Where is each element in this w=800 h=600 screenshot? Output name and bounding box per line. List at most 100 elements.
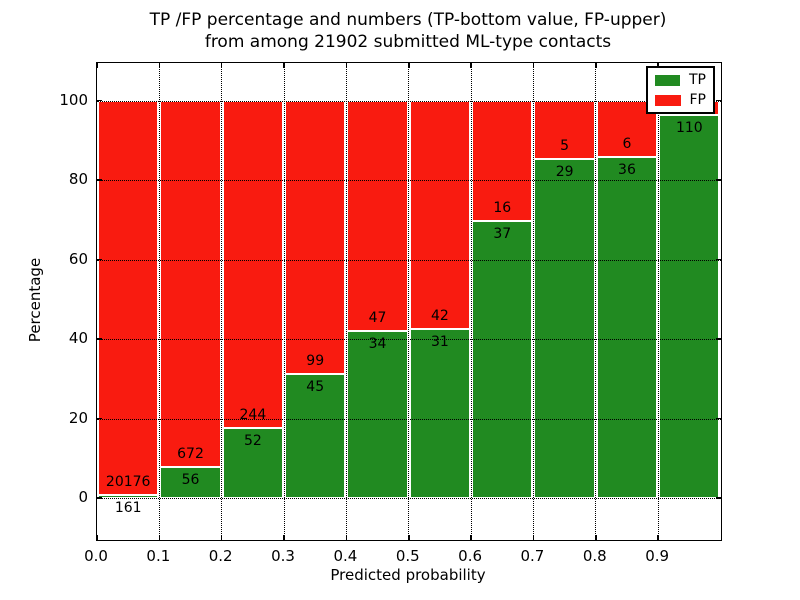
x-tick-mark [408,63,410,68]
x-tick-mark [595,535,597,540]
bar-segment-fp [408,100,472,330]
legend-label-tp: TP [689,72,706,88]
bar-segment-fp [471,100,534,221]
x-tick-mark [595,63,597,68]
y-tick-mark [97,338,102,340]
y-tick-mark [97,417,102,420]
x-tick-mark [408,535,410,540]
x-tick-label: 0.1 [146,547,171,565]
x-tick-mark [158,63,161,68]
x-tick-mark [96,63,98,68]
bar-segment-tp [97,494,160,498]
bar-label-tp: 36 [618,162,636,179]
bar-label-fp: 99 [306,352,325,369]
bar-segment-tp [284,373,347,498]
x-tick-mark [345,535,348,540]
y-tick-mark [715,258,721,261]
x-tick-label: 0.6 [458,547,483,565]
legend-item-fp: FP [655,92,707,108]
bar-segment-tp [221,428,285,498]
bar-label-tp: 37 [493,225,512,242]
x-tick-label: 0.7 [520,547,545,565]
y-tick-label: 20 [68,408,88,427]
x-tick-label: 0.5 [395,547,420,565]
chart-title-line2: from among 21902 submitted ML-type conta… [204,32,612,52]
x-tick-label: 0.8 [582,547,607,565]
gridline-x [345,63,347,540]
bar-segment-fp [97,100,160,495]
legend: TP FP [646,66,715,114]
bar-label-fp: 672 [177,446,204,463]
gridline-y [97,180,721,182]
bar-segment-tp [533,159,596,498]
bar-label-tp: 29 [555,164,574,181]
y-tick-mark [715,338,721,340]
x-tick-label: 0.4 [333,547,358,565]
x-tick-label: 0.9 [645,547,670,565]
x-tick-mark [283,535,285,540]
y-tick-mark [715,497,721,499]
bar-segment-tp [595,157,659,498]
y-tick-mark [97,99,102,102]
bar-label-fp: 47 [368,310,387,327]
bar-label-fp: 5 [560,138,570,155]
y-tick-label: 0 [78,488,88,506]
x-tick-mark [657,535,659,540]
bar-label-fp: 16 [493,199,512,216]
x-tick-mark [470,535,472,540]
x-tick-label: 0.2 [208,547,233,565]
gridline-x [595,63,597,540]
bar-label-tp: 110 [675,119,703,136]
bar-label-fp: 6 [622,136,632,153]
bar-label-fp: 20176 [105,473,151,490]
bar-segment-tp [346,331,409,498]
y-tick-label: 40 [68,329,88,348]
gridline-x [221,63,223,540]
bar-label-tp: 45 [306,378,325,395]
x-tick-mark [96,535,98,540]
bar-segment-tp [159,467,222,498]
y-tick-label: 60 [68,249,88,268]
y-tick-label: 80 [68,170,88,189]
y-tick-mark [97,179,102,181]
chart-title-line1: TP /FP percentage and numbers (TP-bottom… [149,10,667,30]
y-tick-label: 100 [59,90,88,109]
x-tick-mark [657,63,659,68]
gridline-x [657,63,659,540]
legend-swatch-fp-icon [655,94,681,106]
gridline-y [97,100,721,102]
gridline-y [97,339,721,341]
y-tick-mark [97,497,102,499]
gridline-x [158,63,160,540]
legend-swatch-tp-icon [655,74,680,86]
bar-segment-fp [221,100,285,429]
x-tick-mark [283,63,285,68]
bar-segment-tp [471,220,534,498]
legend-item-tp: TP [655,72,706,88]
y-tick-mark [715,417,721,420]
gridline-x [408,63,410,540]
gridline-y [97,259,721,261]
gridline-y [97,418,721,420]
bar-label-tp: 34 [368,336,387,353]
x-tick-mark [532,535,535,540]
bar-label-fp: 244 [239,407,267,424]
x-tick-mark [470,63,472,68]
y-tick-mark [715,99,721,102]
y-tick-mark [715,179,721,181]
gridline-x [470,63,472,540]
bar-segment-fp [159,100,222,468]
bar-label-fp: 42 [431,308,449,325]
x-axis-label: Predicted probability [330,566,486,584]
gridline-x [532,63,534,540]
bar-label-tp: 31 [431,334,449,351]
bar-segment-fp [533,100,596,160]
bar-segment-fp [284,100,347,374]
plot-area: 20176 161 672 56 244 52 99 45 47 34 42 31 16 37 5 29 6 36… [96,62,722,541]
x-tick-mark [220,535,223,540]
legend-label-fp: FP [689,92,707,108]
bar-label-tp: 161 [114,499,142,516]
x-tick-mark [345,63,348,68]
bar-label-tp: 52 [243,433,262,450]
bar-segment-tp [408,329,472,498]
